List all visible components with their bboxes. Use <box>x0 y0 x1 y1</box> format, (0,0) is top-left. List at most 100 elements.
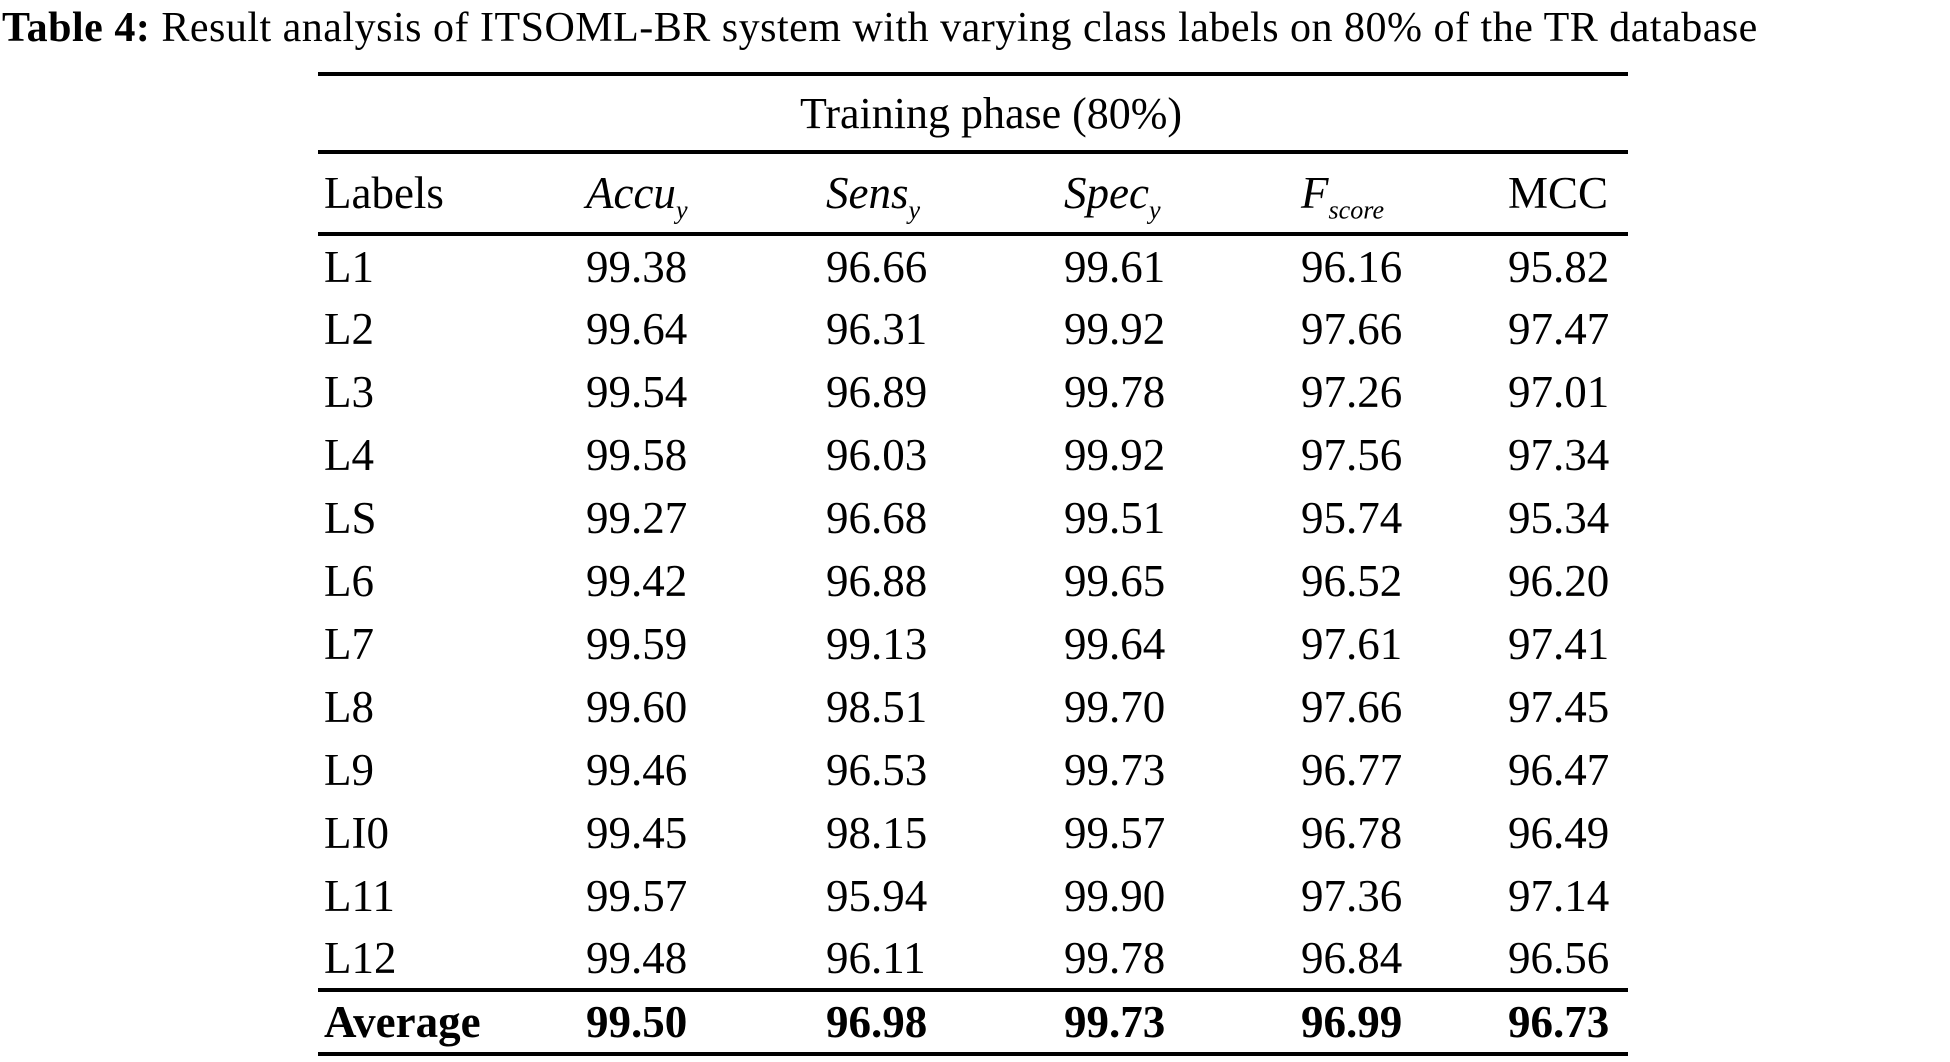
col-header-mcc: MCC <box>1508 168 1609 218</box>
value-cell: 99.45 <box>586 807 688 858</box>
value-cell: 99.78 <box>1064 366 1166 417</box>
value-cell: 99.27 <box>586 492 688 543</box>
value-cell: 99.54 <box>586 366 688 417</box>
col-header-fscore: Fscore <box>1295 152 1502 234</box>
value-cell: 96.56 <box>1508 932 1610 983</box>
table-container: Training phase (80%) Labels Accuy Sensy … <box>318 72 1629 1056</box>
value-cell: 95.82 <box>1508 241 1610 292</box>
row-label: L7 <box>324 618 374 669</box>
row-label: L8 <box>324 681 374 732</box>
col-header-specificity-sub: y <box>1148 195 1161 225</box>
average-label: Average <box>324 997 481 1047</box>
value-cell: 98.15 <box>826 807 928 858</box>
col-header-sensitivity-sub: y <box>908 195 921 225</box>
table-row: L6 99.42 96.88 99.65 96.52 96.20 <box>318 549 1628 612</box>
caption-number: Table 4: <box>2 5 151 51</box>
table-row: L11 99.57 95.94 99.90 97.36 97.14 <box>318 864 1628 927</box>
row-label: L2 <box>324 303 374 354</box>
value-cell: 96.52 <box>1301 555 1403 606</box>
table-row: L9 99.46 96.53 99.73 96.77 96.47 <box>318 738 1628 801</box>
table-row: LS 99.27 96.68 99.51 95.74 95.34 <box>318 486 1628 549</box>
row-label: L12 <box>324 932 397 983</box>
row-label: L4 <box>324 429 374 480</box>
value-cell: 96.77 <box>1301 744 1403 795</box>
value-cell: 98.51 <box>826 681 928 732</box>
value-cell: 99.90 <box>1064 870 1166 921</box>
col-header-accuracy: Accuy <box>580 152 820 234</box>
value-cell: 96.49 <box>1508 807 1610 858</box>
value-cell: 97.66 <box>1301 303 1403 354</box>
col-header-accuracy-sub: y <box>675 195 688 225</box>
value-cell: 96.88 <box>826 555 928 606</box>
value-cell: 97.47 <box>1508 303 1610 354</box>
table-row: L2 99.64 96.31 99.92 97.66 97.47 <box>318 297 1628 360</box>
row-label: LS <box>324 492 377 543</box>
table-caption: Table 4: Result analysis of ITSOML-BR sy… <box>2 0 1758 56</box>
row-label: L6 <box>324 555 374 606</box>
value-cell: 99.51 <box>1064 492 1166 543</box>
value-cell: 96.89 <box>826 366 928 417</box>
value-cell: 99.65 <box>1064 555 1166 606</box>
value-cell: 99.73 <box>1064 744 1166 795</box>
value-cell: 99.60 <box>586 681 688 732</box>
value-cell: 99.48 <box>586 932 688 983</box>
value-cell: 96.11 <box>826 932 926 983</box>
value-cell: 97.56 <box>1301 429 1403 480</box>
value-cell: 99.46 <box>586 744 688 795</box>
average-value-sensitivity: 96.98 <box>826 997 928 1047</box>
value-cell: 99.64 <box>586 303 688 354</box>
table-row: L1 99.38 96.66 99.61 96.16 95.82 <box>318 234 1628 297</box>
table-row: LI0 99.45 98.15 99.57 96.78 96.49 <box>318 801 1628 864</box>
table-row: L3 99.54 96.89 99.78 97.26 97.01 <box>318 360 1628 423</box>
value-cell: 96.31 <box>826 303 928 354</box>
value-cell: 99.13 <box>826 618 928 669</box>
value-cell: 99.61 <box>1064 241 1166 292</box>
value-cell: 97.36 <box>1301 870 1403 921</box>
value-cell: 95.34 <box>1508 492 1610 543</box>
value-cell: 95.94 <box>826 870 928 921</box>
row-label: L9 <box>324 744 374 795</box>
value-cell: 96.84 <box>1301 932 1403 983</box>
value-cell: 99.59 <box>586 618 688 669</box>
caption-text: Result analysis of ITSOML-BR system with… <box>150 5 1758 51</box>
value-cell: 96.20 <box>1508 555 1610 606</box>
table-row: L7 99.59 99.13 99.64 97.61 97.41 <box>318 612 1628 675</box>
col-header-labels: Labels <box>324 168 444 218</box>
table-row: L12 99.48 96.11 99.78 96.84 96.56 <box>318 927 1628 990</box>
value-cell: 99.64 <box>1064 618 1166 669</box>
value-cell: 97.14 <box>1508 870 1610 921</box>
value-cell: 99.78 <box>1064 932 1166 983</box>
group-header: Training phase (80%) <box>799 88 1183 138</box>
row-label: L3 <box>324 366 374 417</box>
results-table: Training phase (80%) Labels Accuy Sensy … <box>318 72 1629 1056</box>
value-cell: 96.16 <box>1301 241 1403 292</box>
row-label: L1 <box>324 241 374 292</box>
value-cell: 97.41 <box>1508 618 1610 669</box>
col-header-fscore-text: F <box>1301 168 1329 218</box>
col-header-accuracy-text: Accu <box>586 168 676 218</box>
value-cell: 97.66 <box>1301 681 1403 732</box>
column-header-row: Labels Accuy Sensy Specy Fscore MCC <box>318 152 1629 234</box>
table-body: L1 99.38 96.66 99.61 96.16 95.82 L2 99.64 96.31 9… <box>318 234 1628 990</box>
value-cell: 99.92 <box>1064 429 1166 480</box>
average-value-mcc: 96.73 <box>1508 997 1610 1047</box>
average-row: Average 99.50 96.98 99.73 96.99 96.73 <box>318 990 1629 1054</box>
value-cell: 95.74 <box>1301 492 1403 543</box>
value-cell: 96.66 <box>826 241 928 292</box>
value-cell: 96.78 <box>1301 807 1403 858</box>
value-cell: 99.38 <box>586 241 688 292</box>
value-cell: 96.47 <box>1508 744 1610 795</box>
value-cell: 97.61 <box>1301 618 1403 669</box>
value-cell: 99.57 <box>586 870 688 921</box>
row-label: L11 <box>324 870 395 921</box>
value-cell: 99.70 <box>1064 681 1166 732</box>
table-row: L4 99.58 96.03 99.92 97.56 97.34 <box>318 423 1628 486</box>
value-cell: 97.45 <box>1508 681 1610 732</box>
value-cell: 97.26 <box>1301 366 1403 417</box>
col-header-sensitivity-text: Sens <box>826 168 909 218</box>
value-cell: 99.42 <box>586 555 688 606</box>
average-value-fscore: 96.99 <box>1301 997 1403 1047</box>
table-row: L8 99.60 98.51 99.70 97.66 97.45 <box>318 675 1628 738</box>
row-label: LI0 <box>324 807 389 858</box>
col-header-specificity: Specy <box>1058 152 1295 234</box>
